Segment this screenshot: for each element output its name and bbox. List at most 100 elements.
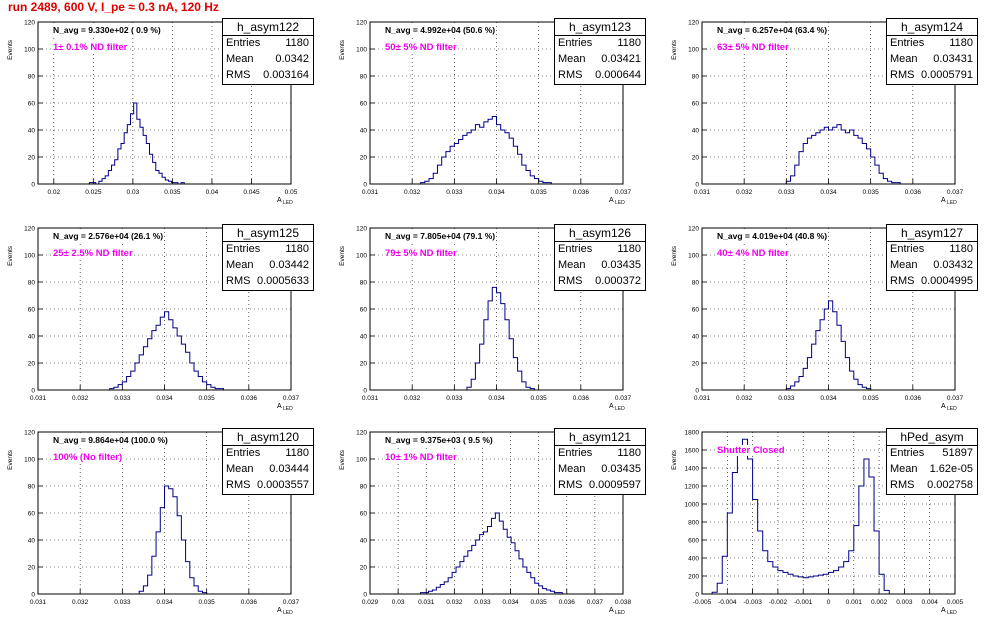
stats-label: Entries [226, 37, 261, 49]
y-tick-label: 60 [692, 307, 700, 314]
histogram-pad-h_asym121: 0.029 0.03 0.031 0.032 0.033 0.034 0.035 0.036 0… [332, 428, 664, 628]
histogram-plot: 0.031 0.032 0.033 0.034 0.035 0.036 0.037 0 20 40… [671, 20, 964, 207]
stats-value: 1180 [617, 243, 641, 255]
histogram-name: h_asym120 [223, 429, 313, 446]
stats-value: 0.03442 [269, 259, 309, 271]
x-tick-label: 0.035 [863, 189, 880, 196]
x-tick-label: 0.031 [30, 395, 47, 402]
x-tick-label: 0.034 [156, 395, 173, 402]
histogram-plot: 0.029 0.03 0.031 0.032 0.033 0.034 0.035 0.036 0… [339, 430, 632, 617]
stats-row-rms: RMS 0.0005791 [887, 68, 977, 84]
stats-value: 0.03432 [933, 259, 973, 271]
histogram-name: h_asym126 [555, 225, 645, 242]
x-tick-label: 0.034 [502, 599, 519, 606]
y-tick-label: 0 [363, 182, 367, 189]
x-tick-label: 0.025 [85, 189, 102, 196]
y-tick-label: 120 [356, 430, 367, 437]
stats-value: 1180 [617, 447, 641, 459]
stats-box: h_asym121 Entries 1180 Mean 0.03435 RMS 0.0009… [554, 428, 646, 495]
y-tick-label: 60 [28, 101, 36, 108]
x-tick-label: 0.037 [947, 189, 964, 196]
stats-label: Mean [558, 463, 586, 475]
page-title: run 2489, 600 V, I_pe ≈ 0.3 nA, 120 Hz [8, 0, 219, 14]
x-tick-label: 0.031 [362, 395, 379, 402]
x-axis-label-subscript: LED [947, 406, 957, 412]
x-tick-label: 0.036 [241, 395, 258, 402]
y-tick-label: 0 [695, 182, 699, 189]
stats-value: 0.03444 [269, 463, 309, 475]
y-tick-label: 20 [360, 565, 368, 572]
histogram-name: h_asym124 [887, 19, 977, 36]
y-tick-label: 20 [360, 155, 368, 162]
y-axis-label: Events [339, 245, 346, 266]
stats-value: 0.03421 [601, 53, 641, 65]
y-axis-label: Events [7, 39, 14, 60]
x-tick-label: 0.05 [285, 189, 298, 196]
y-tick-label: 60 [360, 511, 368, 518]
x-tick-label: 0.037 [283, 599, 300, 606]
x-tick-label: 0.038 [615, 599, 632, 606]
x-tick-label: 0 [827, 599, 831, 606]
stats-label: Mean [226, 259, 254, 271]
y-tick-label: 60 [692, 101, 700, 108]
histogram-line [420, 512, 563, 594]
y-tick-label: 0 [363, 388, 367, 395]
x-tick-label: 0.034 [488, 395, 505, 402]
stats-value: 0.0003557 [257, 479, 309, 491]
stats-label: Mean [226, 463, 254, 475]
x-tick-label: 0.034 [488, 189, 505, 196]
filter-label: 50± 5% ND filter [384, 42, 458, 53]
navg-annotation: N_avg = 4.992e+04 (50.6 %) [384, 25, 497, 35]
x-tick-label: 0.036 [573, 189, 590, 196]
stats-box: h_asym126 Entries 1180 Mean 0.03435 RMS 0.0003… [554, 224, 646, 291]
stats-row-rms: RMS 0.0005633 [223, 274, 313, 290]
stats-value: 0.000372 [595, 275, 641, 287]
stats-value: 0.000644 [595, 69, 641, 81]
histogram-plot: 0.02 0.025 0.03 0.035 0.04 0.045 0.05 0 20 40 60 80… [7, 20, 298, 207]
y-tick-label: 100 [24, 457, 35, 464]
x-tick-label: 0.033 [446, 395, 463, 402]
x-axis-label: A [941, 197, 946, 204]
y-axis-label: Events [671, 39, 678, 60]
stats-row-rms: RMS 0.0004995 [887, 274, 977, 290]
x-axis-label: A [609, 607, 614, 614]
x-tick-label: 0.034 [820, 395, 837, 402]
x-tick-label: 0.032 [736, 395, 753, 402]
y-tick-label: 80 [28, 484, 36, 491]
y-tick-label: 40 [28, 128, 36, 135]
x-axis-label-subscript: LED [947, 610, 957, 616]
stats-label: Entries [558, 447, 593, 459]
x-tick-label: 0.035 [531, 189, 548, 196]
y-tick-label: 120 [688, 226, 699, 233]
stats-label: Entries [226, 447, 261, 459]
y-tick-label: 120 [24, 430, 35, 437]
x-tick-label: 0.003 [896, 599, 913, 606]
histogram-line [785, 124, 901, 184]
x-tick-label: -0.005 [693, 599, 712, 606]
y-axis-label: Events [671, 245, 678, 266]
stats-label: RMS [890, 479, 915, 491]
x-tick-label: 0.037 [587, 599, 604, 606]
filter-label: 25± 2.5% ND filter [52, 248, 134, 259]
y-tick-label: 100 [24, 253, 35, 260]
x-tick-label: 0.035 [863, 395, 880, 402]
stats-label: RMS [226, 479, 251, 491]
filter-label: 40± 4% ND filter [716, 248, 790, 259]
y-tick-label: 60 [28, 511, 36, 518]
x-tick-label: 0.035 [164, 189, 181, 196]
x-axis-label-subscript: LED [615, 406, 625, 412]
stats-row-entries: Entries 1180 [223, 446, 313, 462]
stats-row-rms: RMS 0.003164 [223, 68, 313, 84]
x-tick-label: 0.035 [199, 395, 216, 402]
stats-label: RMS [890, 69, 915, 81]
y-axis-label: Events [671, 449, 678, 470]
x-axis-label-subscript: LED [283, 406, 293, 412]
y-tick-label: 80 [28, 74, 36, 81]
y-tick-label: 1600 [685, 448, 700, 455]
filter-label: Shutter Closed [716, 445, 786, 456]
y-tick-label: 60 [360, 101, 368, 108]
x-tick-label: 0.036 [559, 599, 576, 606]
stats-row-rms: RMS 0.002758 [887, 478, 977, 494]
x-tick-label: 0.033 [114, 599, 131, 606]
x-tick-label: 0.002 [871, 599, 888, 606]
